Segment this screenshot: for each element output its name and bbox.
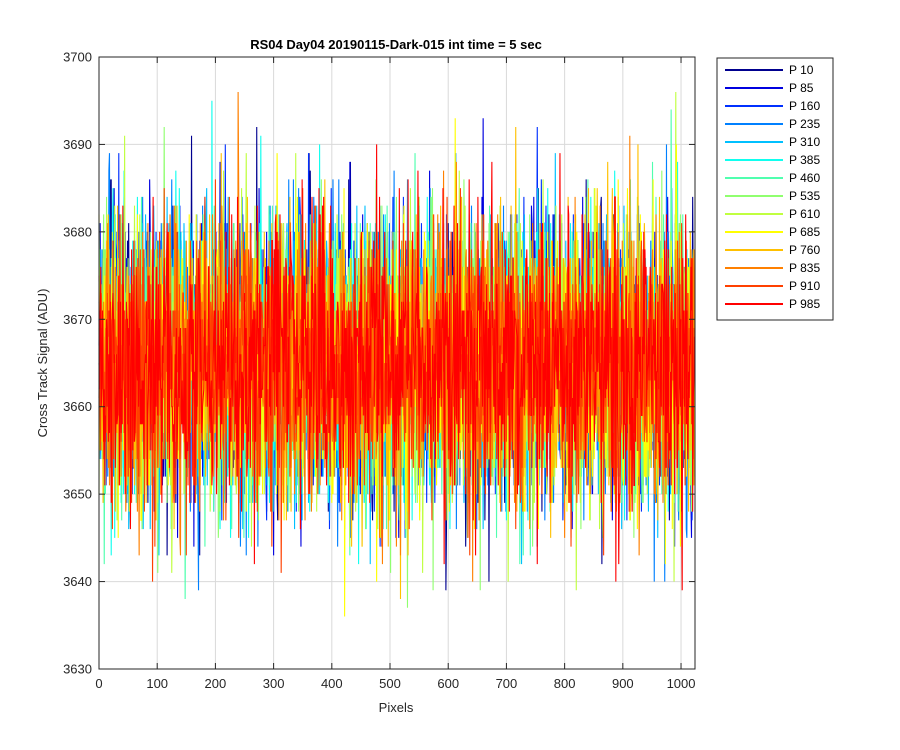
legend-entry-label: P 385 [789,153,820,167]
data-series-group [98,91,695,617]
chart-title: RS04 Day04 20190115-Dark-015 int time = … [250,37,542,52]
x-tick-label: 1000 [667,676,696,691]
series-line-14 [98,144,695,591]
legend-entry-label: P 760 [789,243,820,257]
x-tick-label: 600 [437,676,459,691]
legend: P 10 P 85 P 160 P 235 P 310 P 385 P 460 P 535 P … [716,57,834,321]
legend-entry-label: P 235 [789,117,820,131]
legend-box [716,57,834,321]
legend-entry-label: P 535 [789,189,820,203]
legend-entry-label: P 910 [789,279,820,293]
legend-entry-label: P 610 [789,207,820,221]
legend-entry-label: P 835 [789,261,820,275]
y-tick-label: 3660 [63,399,92,414]
y-tick-label: 3690 [63,137,92,152]
y-tick-label: 3700 [63,50,92,65]
x-axis-label: Pixels [379,700,414,715]
legend-entry-label: P 160 [789,99,820,113]
x-tick-label: 100 [146,676,168,691]
legend-entry-label: P 10 [789,63,814,77]
plot-frame [98,56,696,670]
y-axis-label: Cross Track Signal (ADU) [35,289,50,438]
legend-entry-label: P 310 [789,135,820,149]
x-tick-label: 900 [612,676,634,691]
x-tick-label: 500 [379,676,401,691]
y-tick-label: 3630 [63,662,92,677]
y-tick-label: 3650 [63,487,92,502]
legend-entry-label: P 460 [789,171,820,185]
x-tick-label: 200 [205,676,227,691]
x-tick-label: 300 [263,676,285,691]
x-tick-label: 700 [496,676,518,691]
y-tick-label: 3680 [63,224,92,239]
legend-entry-label: P 985 [789,297,820,311]
x-tick-label: 0 [95,676,102,691]
y-tick-label: 3670 [63,312,92,327]
legend-entry-label: P 685 [789,225,820,239]
legend-entry-label: P 85 [789,81,814,95]
x-tick-label: 400 [321,676,343,691]
y-tick-label: 3640 [63,574,92,589]
axis-ticks: 0 100 200 300 400 500 600 700 800 900 1000 3630 3640… [63,50,695,692]
x-tick-label: 800 [554,676,576,691]
